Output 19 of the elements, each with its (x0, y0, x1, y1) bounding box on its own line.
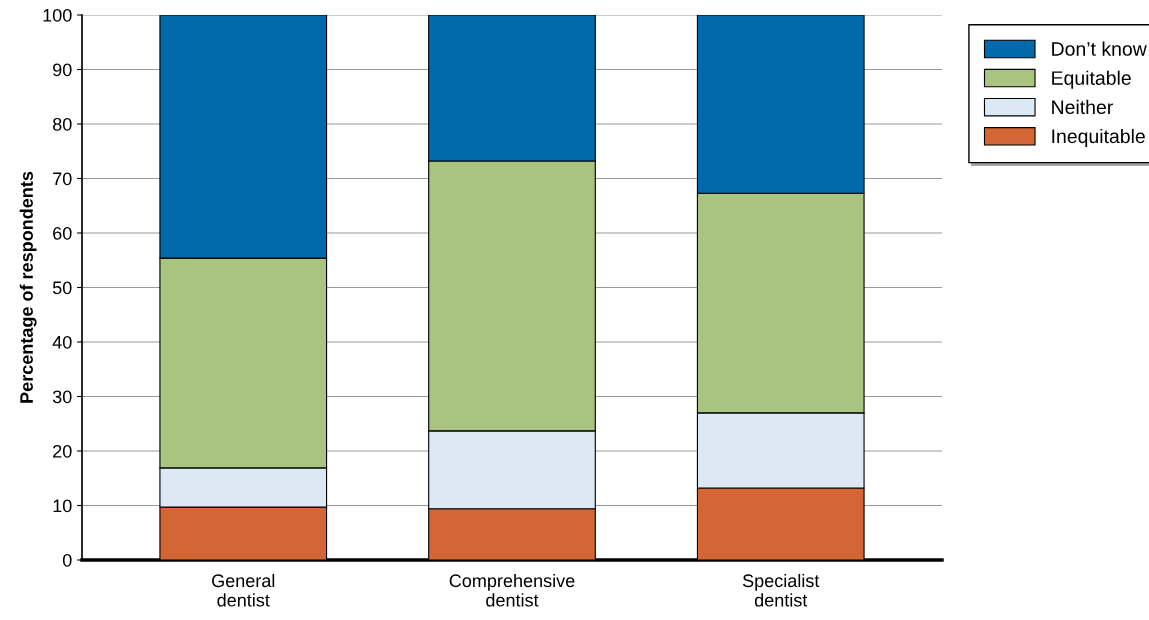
y-tick-label: 80 (52, 117, 72, 131)
legend-label: Don’t know (1052, 41, 1147, 56)
x-tick-label: Comprehensive dentist (449, 573, 575, 607)
y-tick-label: 90 (53, 63, 72, 77)
legend-label: Inequitable (1052, 128, 1145, 148)
y-tick-label: 70 (53, 172, 72, 186)
y-tick-label: 10 (53, 499, 72, 513)
y-tick-label: 20 (53, 444, 72, 458)
x-tick-label: Specialist dentist (742, 573, 820, 607)
y-tick-label: 0 (62, 553, 72, 567)
y-tick-label: 60 (53, 226, 72, 240)
y-tick-label: 50 (52, 281, 72, 295)
y-axis-title: Percentage of respondents (19, 171, 37, 403)
legend-label: Equitable (1052, 70, 1131, 89)
y-tick-label: 40 (52, 335, 72, 349)
legend-label: Neither (1052, 99, 1113, 115)
y-tick-label: 30 (52, 390, 72, 404)
x-tick-label: General dentist (212, 573, 275, 607)
y-tick-label: 100 (43, 8, 72, 22)
